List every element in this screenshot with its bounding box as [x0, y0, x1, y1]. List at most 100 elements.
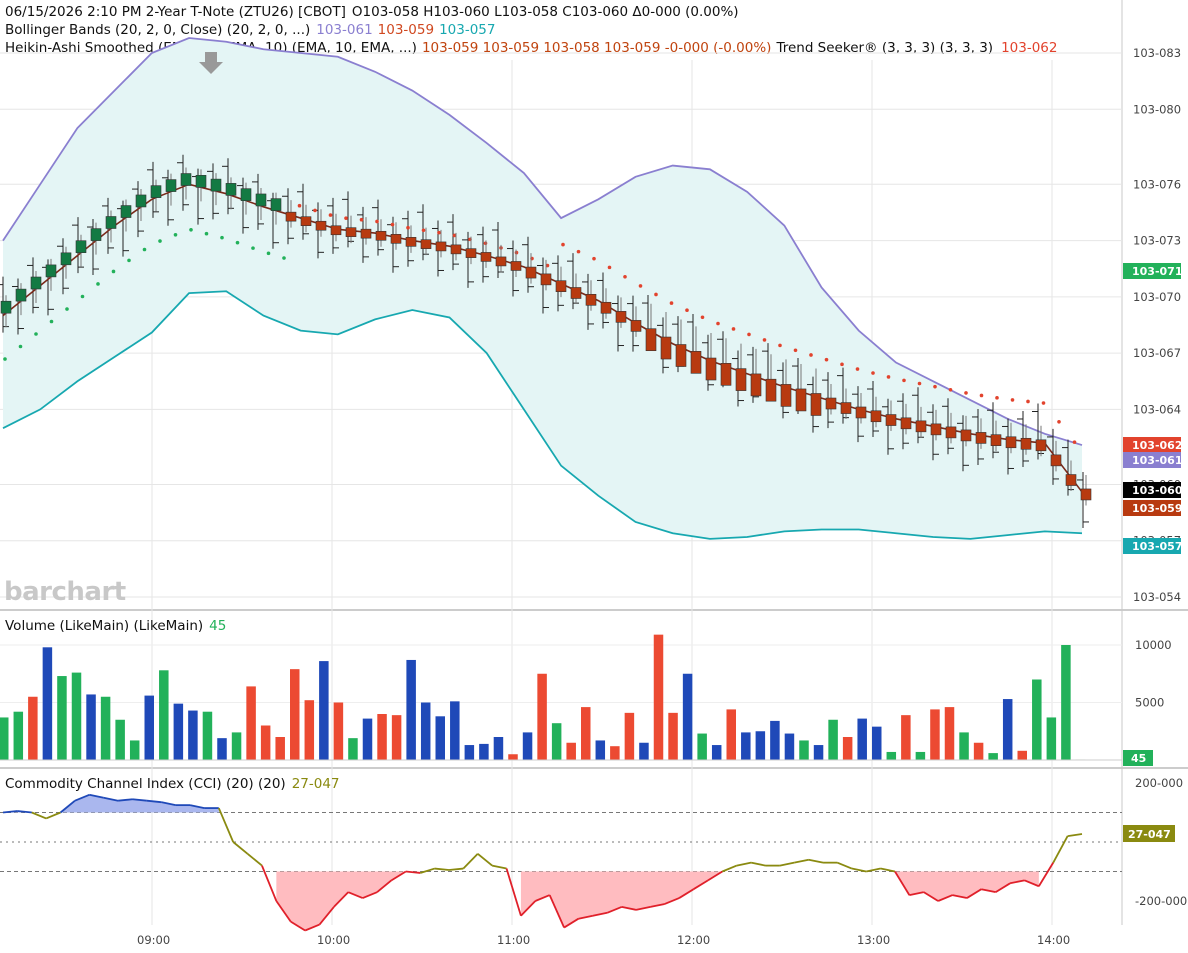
bb-upper-line [2, 37, 1083, 446]
trend-dot [235, 240, 240, 245]
volume-bar [28, 696, 38, 760]
trend-dot [964, 391, 968, 395]
bb-lower-line [2, 290, 1083, 540]
trend-dot [855, 367, 860, 371]
ha-candle [735, 368, 747, 391]
cci-line-segment [146, 799, 162, 804]
ts-label: Trend Seeker® (3, 3, 3) (3, 3, 3) [775, 40, 993, 56]
volume-bar [231, 732, 242, 760]
volume-bar [144, 695, 154, 760]
ha-candle [1020, 437, 1032, 450]
price-tag [1123, 452, 1181, 468]
ha-candle [45, 264, 57, 278]
cci-line-segment [419, 867, 435, 874]
ha-candle [375, 230, 387, 241]
cci-line-segment [1009, 879, 1025, 885]
time-tick-label: 10:00 [317, 933, 350, 947]
volume-bar [886, 751, 897, 760]
volume-bar [784, 733, 795, 760]
ha-candle [480, 252, 492, 262]
volume-bar [813, 745, 824, 760]
price-tick-label: 103-080 [1133, 102, 1181, 116]
volume-bar [624, 712, 635, 760]
volume-bar [377, 714, 387, 760]
ha-candle [60, 252, 72, 266]
cci-line-segment [621, 906, 637, 911]
barchart-logo: barchart [4, 577, 126, 607]
trend-dot [158, 239, 162, 243]
cci-tick-label: 200-000 [1135, 776, 1183, 790]
trend-dot [592, 256, 596, 261]
ha-candle [120, 205, 132, 218]
cci-line-segment [390, 870, 407, 882]
heikin-ashi-candles [0, 167, 1092, 506]
volume-bar [1046, 717, 1057, 760]
cci-plot [0, 793, 1122, 932]
cci-line-segment [794, 858, 809, 864]
trend-dot [80, 294, 85, 299]
volume-bar [1002, 699, 1013, 760]
ha-candle [675, 344, 687, 367]
ha-candle [495, 256, 507, 267]
cci-line-segment [923, 891, 939, 902]
cci-line-segment [952, 894, 968, 899]
ha-candle [795, 388, 807, 412]
ha-candle [450, 244, 462, 255]
volume-bar [726, 709, 736, 760]
volume-bar [420, 702, 431, 760]
cci-fill-negative [520, 871, 723, 928]
trend-dot [902, 378, 906, 383]
cci-line-segment [89, 793, 104, 799]
volume-bar [872, 726, 882, 760]
ha-candle [750, 373, 762, 397]
volume-tag-label: 45 [1131, 752, 1146, 765]
cci-line-segment [721, 864, 738, 873]
ha-candle [855, 406, 867, 419]
volume-bar [799, 740, 809, 760]
volume-bar [362, 718, 373, 760]
ha-candle [810, 393, 822, 416]
trend-dot [266, 251, 271, 256]
ha-candle [630, 320, 642, 332]
price-tag [1123, 538, 1181, 554]
ha-candle [420, 239, 432, 249]
volume-bar [697, 733, 707, 760]
volume-tag [1123, 750, 1153, 766]
header-bollinger: Bollinger Bands (20, 2, 0, Close) (20, 2… [5, 22, 495, 38]
volume-bar [828, 719, 838, 760]
high-arrow-icon [199, 52, 223, 74]
cci-line-segment [45, 811, 61, 820]
cci-line-segment [837, 861, 853, 870]
time-tick-label: 13:00 [857, 933, 890, 947]
cci-line-segment [563, 917, 579, 929]
volume-label: Volume (LikeMain) (LikeMain) [5, 618, 203, 634]
cci-fill-negative [894, 871, 1039, 901]
volume-bar [522, 732, 533, 760]
cci-line-segment [966, 888, 982, 899]
ha-candle [0, 300, 12, 314]
volume-panel-label: Volume (LikeMain) (LikeMain) 45 [5, 618, 226, 634]
time-tick-label: 11:00 [497, 933, 530, 947]
volume-bar [391, 715, 402, 760]
cci-line-segment [103, 796, 119, 802]
cci-line-segment [333, 891, 349, 908]
trend-dot [111, 269, 116, 274]
volume-bar [988, 753, 998, 760]
volume-bar [901, 715, 911, 760]
trend-dot [809, 353, 813, 357]
cci-line-segment [17, 810, 32, 814]
volume-bar [100, 696, 111, 760]
volume-bar [319, 661, 329, 760]
cci-line-segment [707, 870, 723, 882]
trend-dot [49, 319, 54, 324]
ha-candle [540, 273, 552, 286]
cci-line-segment [31, 811, 47, 820]
trend-dot [328, 213, 333, 217]
price-tick-label: 103-064 [1133, 402, 1181, 416]
ha-candle [270, 198, 282, 211]
ha-candle [1035, 439, 1047, 452]
cci-line-segment [851, 867, 867, 873]
cci-line-segment [606, 906, 622, 914]
cci-line-segment [880, 867, 896, 873]
